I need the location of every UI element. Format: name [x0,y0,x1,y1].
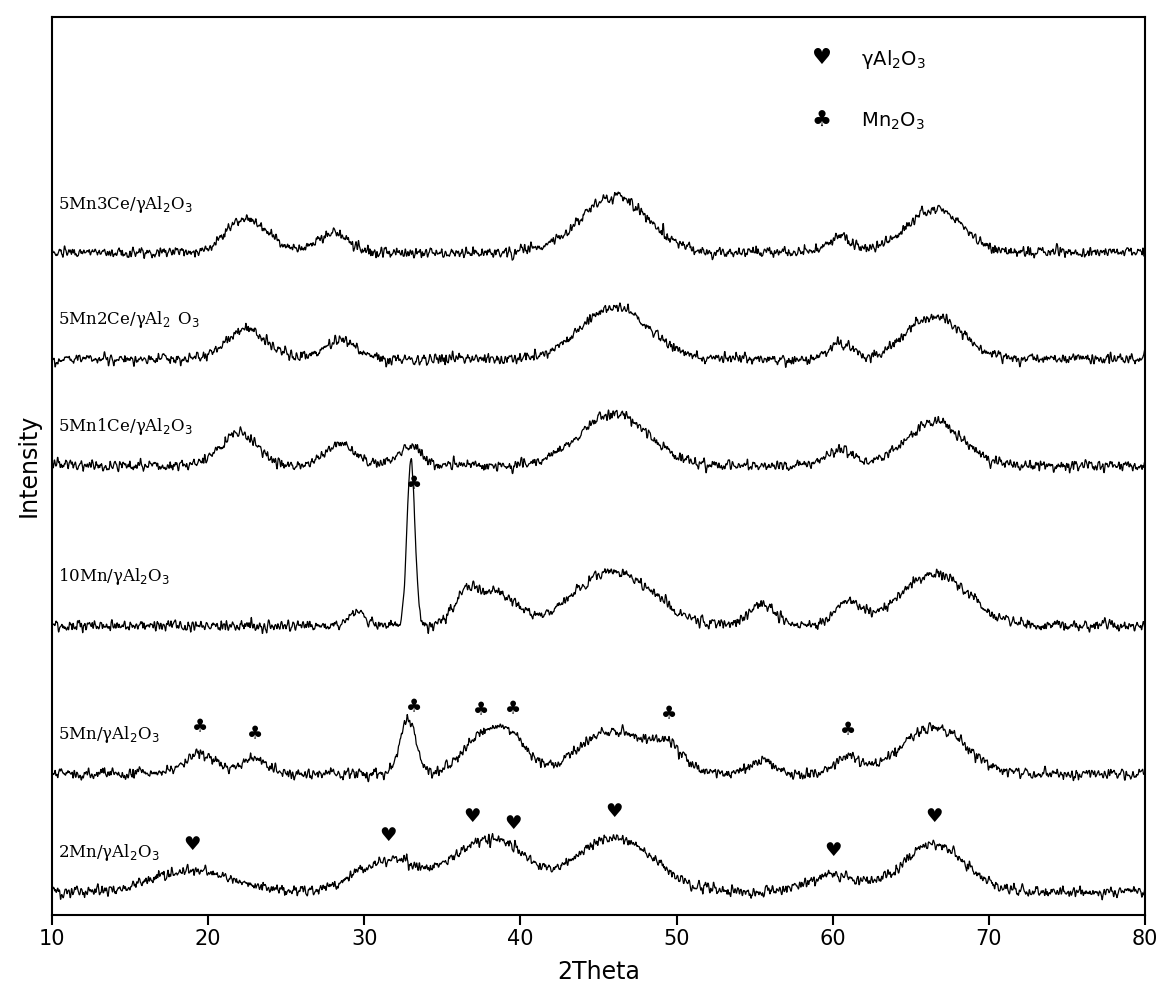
X-axis label: 2Theta: 2Theta [557,960,640,984]
Text: ♣: ♣ [660,705,677,723]
Text: 2Mn/$\mathregular{\gamma}$Al$_2$O$_3$: 2Mn/$\mathregular{\gamma}$Al$_2$O$_3$ [58,842,160,863]
Text: ♥: ♥ [812,48,832,68]
Text: 5Mn2Ce/$\mathregular{\gamma}$Al$_{\mathregular{2\ \ }}$O$_3$: 5Mn2Ce/$\mathregular{\gamma}$Al$_{\mathr… [58,309,200,330]
Text: 5Mn/$\mathregular{\gamma}$Al$_2$O$_3$: 5Mn/$\mathregular{\gamma}$Al$_2$O$_3$ [58,724,160,745]
Text: 5Mn1Ce/$\mathregular{\gamma}$Al$_2$O$_3$: 5Mn1Ce/$\mathregular{\gamma}$Al$_2$O$_3$ [58,415,193,436]
Text: $\mathregular{\gamma}$Al$_2$O$_3$: $\mathregular{\gamma}$Al$_2$O$_3$ [855,48,926,71]
Text: ♣: ♣ [474,701,489,719]
Text: ♥: ♥ [463,807,481,826]
Y-axis label: Intensity: Intensity [16,414,41,518]
Text: ♥: ♥ [605,802,623,821]
Text: ♣: ♣ [407,475,422,493]
Text: ♥: ♥ [926,807,944,826]
Text: ♥: ♥ [378,826,396,845]
Text: 10Mn/$\mathregular{\gamma}$Al$_2$O$_3$: 10Mn/$\mathregular{\gamma}$Al$_2$O$_3$ [58,567,170,588]
Text: ♣: ♣ [504,700,521,718]
Text: ♥: ♥ [824,842,841,861]
Text: ♣: ♣ [407,699,422,717]
Text: ♣: ♣ [247,725,263,743]
Text: ♥: ♥ [183,835,201,854]
Text: 5Mn3Ce/$\mathregular{\gamma}$Al$_2$O$_3$: 5Mn3Ce/$\mathregular{\gamma}$Al$_2$O$_3$ [58,193,193,214]
Text: ♣: ♣ [840,722,857,740]
Text: ♣: ♣ [812,111,832,131]
Text: ♣: ♣ [192,719,208,737]
Text: Mn$_2$O$_3$: Mn$_2$O$_3$ [855,111,925,132]
Text: ♥: ♥ [504,815,522,834]
